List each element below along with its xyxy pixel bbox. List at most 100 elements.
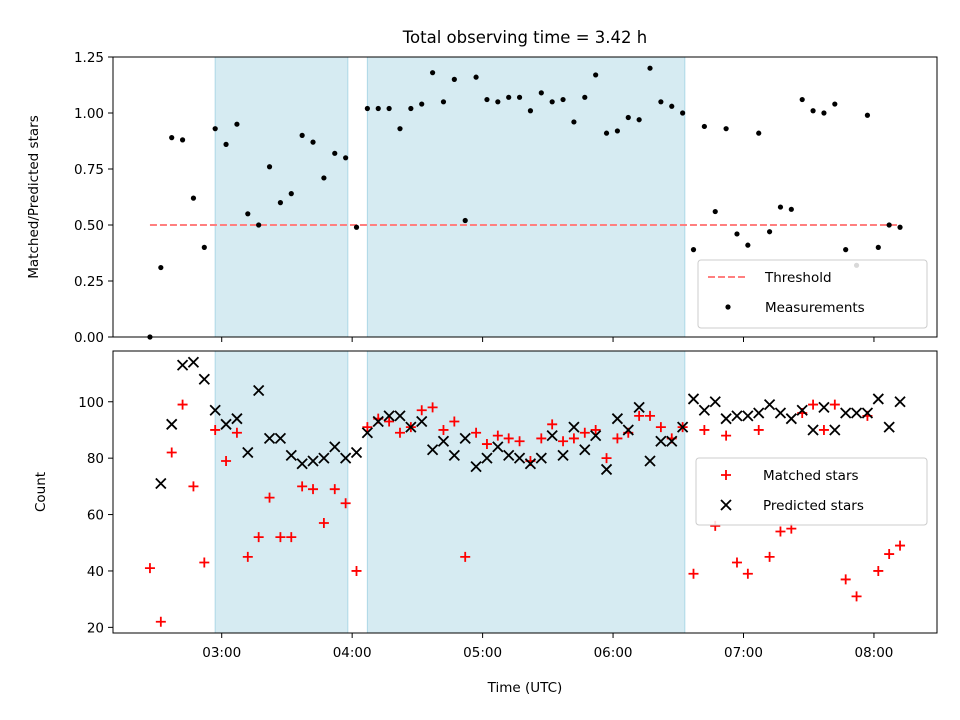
measurement-point [821, 110, 827, 116]
y-tick-label: 1.00 [74, 106, 104, 122]
measurement-point [593, 72, 599, 78]
predicted-star-point [198, 373, 210, 385]
matched-star-point [471, 427, 482, 438]
predicted-star-point [579, 444, 591, 456]
x-tick-label: 04:00 [333, 645, 372, 661]
predicted-star-point [470, 460, 482, 473]
matched-star-point [166, 447, 177, 458]
y-tick-label: 0.50 [74, 218, 104, 234]
matched-star-point [351, 565, 362, 576]
measurement-point [680, 110, 686, 116]
matched-star-point [829, 399, 840, 410]
measurement-point [799, 96, 805, 103]
predicted-star-point [546, 429, 558, 442]
measurement-point [647, 65, 653, 71]
measurement-point [190, 195, 197, 201]
predicted-star-point [339, 452, 352, 464]
legend-label: Matched stars [763, 468, 859, 484]
matched-star-point [449, 416, 460, 427]
measurement-point [625, 114, 631, 121]
measurement-point [343, 155, 349, 161]
measurement-point [571, 119, 577, 125]
predicted-star-point [535, 452, 547, 464]
measurement-point [886, 222, 892, 228]
predicted-star-point [742, 410, 754, 422]
predicted-star-point [644, 455, 656, 467]
legend: Threshold Measurements [697, 259, 928, 329]
matched-star-point [884, 549, 895, 560]
matched-star-point [297, 481, 308, 492]
matched-star-point [460, 551, 471, 562]
measurement-point [669, 103, 675, 109]
matched-star-point [275, 532, 286, 543]
matched-star-point [840, 574, 851, 585]
shaded-interval-2 [366, 350, 686, 634]
predicted-star-point [611, 413, 624, 425]
matched-star-point [764, 551, 775, 562]
matched-star-point [558, 436, 569, 447]
measurement-point [364, 105, 370, 112]
predicted-star-point [318, 452, 330, 464]
predicted-star-point [372, 415, 384, 428]
y-tick-label: 80 [87, 451, 104, 467]
predicted-star-point [872, 393, 884, 405]
predicted-star-point [394, 410, 406, 422]
matched-star-point [362, 422, 373, 433]
predicted-star-point [459, 432, 471, 445]
matched-star-point [688, 568, 699, 579]
predicted-star-point [861, 407, 874, 419]
legend-predicted-swatch [720, 499, 732, 511]
measurement-point [234, 121, 240, 127]
predicted-star-point [720, 413, 732, 425]
measurement-point [897, 224, 903, 230]
x-tick-label: 07:00 [724, 645, 763, 661]
y-tick-label: 0.25 [74, 274, 104, 290]
matched-star-point [329, 484, 340, 495]
predicted-star-point [883, 421, 895, 433]
measurement-point [756, 130, 762, 136]
legend: Matched stars Predicted stars [695, 457, 928, 526]
measurement-point [158, 264, 164, 271]
measurement-point [451, 76, 457, 82]
measurement-point [875, 244, 881, 250]
measurement-point [462, 217, 468, 224]
legend-box [695, 457, 928, 526]
predicted-star-point [492, 441, 504, 453]
matched-star-point [612, 433, 623, 444]
predicted-star-point [426, 444, 439, 456]
legend-measurement-swatch [725, 304, 731, 310]
matched-star-point [264, 492, 275, 503]
measurement-point [636, 117, 642, 123]
shaded-interval-1 [214, 56, 349, 338]
matched-star-point [645, 410, 656, 421]
predicted-star-point [253, 384, 265, 397]
measurement-point [277, 200, 284, 206]
predicted-star-point [220, 418, 232, 430]
matched-star-point [242, 551, 253, 562]
predicted-star-point [763, 398, 776, 411]
predicted-star-point [307, 455, 319, 467]
matched-star-point [775, 526, 786, 537]
measurement-point [658, 99, 664, 105]
measurement-point [429, 70, 436, 76]
predicted-star-point [774, 407, 787, 419]
measurement-point [375, 105, 381, 112]
measurement-point [712, 208, 718, 215]
matched-star-point [536, 433, 547, 444]
matched-star-point [590, 424, 601, 435]
measurement-point [321, 175, 327, 181]
y-axis-label: Matched/Predicted stars [26, 115, 42, 278]
matched-star-point [492, 430, 503, 441]
predicted-star-point [503, 449, 515, 461]
measurement-point [266, 164, 273, 170]
predicted-star-point [209, 404, 221, 416]
predicted-star-point [166, 418, 178, 430]
predicted-star-point [416, 415, 428, 428]
matched-star-point [721, 430, 732, 441]
matched-star-point [427, 402, 438, 413]
matched-star-point [742, 568, 753, 579]
y-tick-label: 0.75 [74, 162, 104, 178]
measurement-point [169, 135, 175, 141]
predicted-star-point [796, 404, 808, 416]
